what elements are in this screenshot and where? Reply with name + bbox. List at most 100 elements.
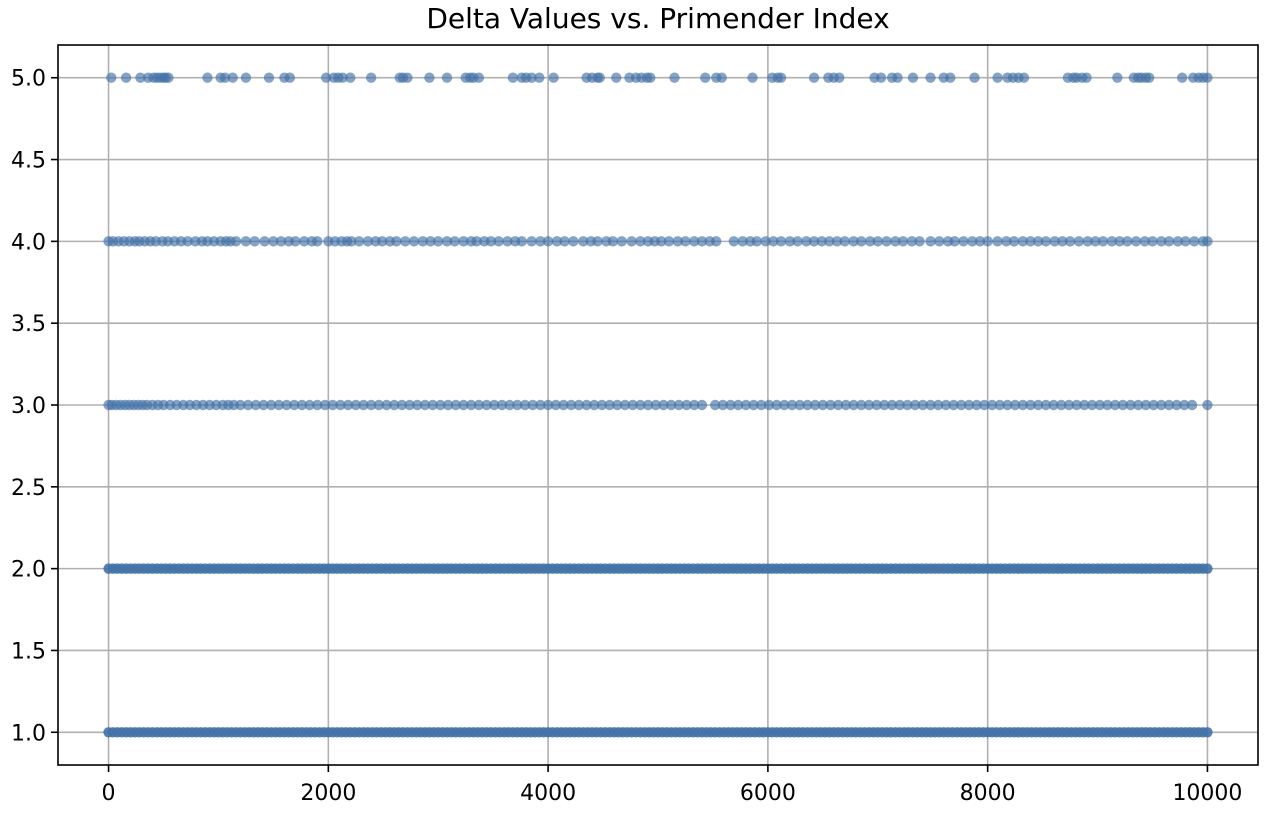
x-tick-label: 6000 [740, 781, 796, 806]
data-point [1163, 236, 1175, 247]
data-point [1018, 72, 1030, 83]
data-point [933, 399, 944, 411]
data-point [792, 236, 803, 247]
data-point [345, 72, 356, 83]
data-point [992, 236, 1003, 247]
data-point [809, 399, 821, 411]
data-point [441, 72, 453, 83]
data-point [963, 399, 975, 411]
data-point [433, 236, 444, 247]
data-point [875, 72, 887, 83]
data-point [956, 399, 967, 411]
data-point [527, 399, 538, 411]
data-point [473, 72, 485, 83]
data-point [402, 72, 413, 83]
data-point [296, 399, 308, 411]
data-point [559, 236, 570, 247]
data-point [1133, 399, 1144, 411]
data-point [408, 236, 420, 247]
data-point [1186, 399, 1198, 411]
data-point [669, 72, 680, 83]
data-point [831, 236, 843, 247]
data-point [376, 236, 388, 247]
data-point [1156, 399, 1167, 411]
data-point [373, 399, 385, 411]
data-point [645, 72, 656, 83]
data-point [802, 399, 813, 411]
data-point [840, 399, 852, 411]
data-point [863, 399, 875, 411]
data-point [458, 399, 469, 411]
y-tick-label: 3.5 [11, 312, 46, 337]
data-point [979, 399, 990, 411]
data-point [596, 399, 608, 411]
data-point [801, 236, 812, 247]
data-point [909, 399, 921, 411]
data-point [974, 236, 986, 247]
data-point [298, 236, 310, 247]
data-point [485, 236, 497, 247]
data-point [441, 236, 453, 247]
data-point [275, 236, 287, 247]
data-point [650, 399, 662, 411]
data-point [982, 236, 993, 247]
data-point [594, 72, 605, 83]
data-point [290, 236, 301, 247]
data-point [751, 236, 763, 247]
data-point [516, 236, 527, 247]
data-point [1130, 236, 1142, 247]
data-point [1057, 236, 1068, 247]
data-point [1040, 236, 1052, 247]
data-point [400, 236, 411, 247]
data-point [1202, 72, 1213, 83]
data-point [427, 399, 438, 411]
data-point [1082, 236, 1093, 247]
data-point [1202, 399, 1213, 411]
y-tick-label: 4.5 [11, 149, 46, 174]
data-point [542, 236, 554, 247]
data-point [350, 399, 362, 411]
data-point [337, 72, 348, 83]
data-point [890, 236, 901, 247]
data-point [607, 236, 619, 247]
data-point [673, 399, 685, 411]
y-tick-label: 5.0 [11, 67, 46, 92]
data-point [1017, 236, 1029, 247]
data-point [775, 236, 787, 247]
y-tick-label: 4.0 [11, 230, 46, 255]
data-point [1148, 399, 1159, 411]
data-point [934, 236, 945, 247]
data-point [502, 236, 513, 247]
data-point [825, 399, 836, 411]
x-tick-label: 4000 [520, 781, 576, 806]
data-point [1064, 236, 1076, 247]
data-point [335, 399, 346, 411]
data-point [319, 399, 331, 411]
data-point [725, 399, 736, 411]
data-point [1114, 236, 1125, 247]
data-point [417, 236, 429, 247]
data-point [635, 236, 646, 247]
data-point [250, 399, 262, 411]
data-point [242, 399, 254, 411]
data-point [1002, 399, 1013, 411]
data-point [1109, 399, 1121, 411]
data-point [1171, 399, 1182, 411]
data-point [1040, 399, 1052, 411]
data-point [1102, 399, 1113, 411]
data-point [353, 236, 365, 247]
data-point [733, 399, 744, 411]
data-point [672, 236, 683, 247]
data-point [907, 72, 919, 83]
data-point [365, 72, 377, 83]
data-point [289, 399, 300, 411]
data-point [1139, 236, 1151, 247]
data-point [558, 399, 569, 411]
data-point [1202, 236, 1213, 247]
data-point [358, 399, 369, 411]
data-point [1156, 236, 1167, 247]
data-point [709, 399, 721, 411]
data-point [871, 399, 882, 411]
data-point [612, 399, 623, 411]
data-point [346, 236, 357, 247]
